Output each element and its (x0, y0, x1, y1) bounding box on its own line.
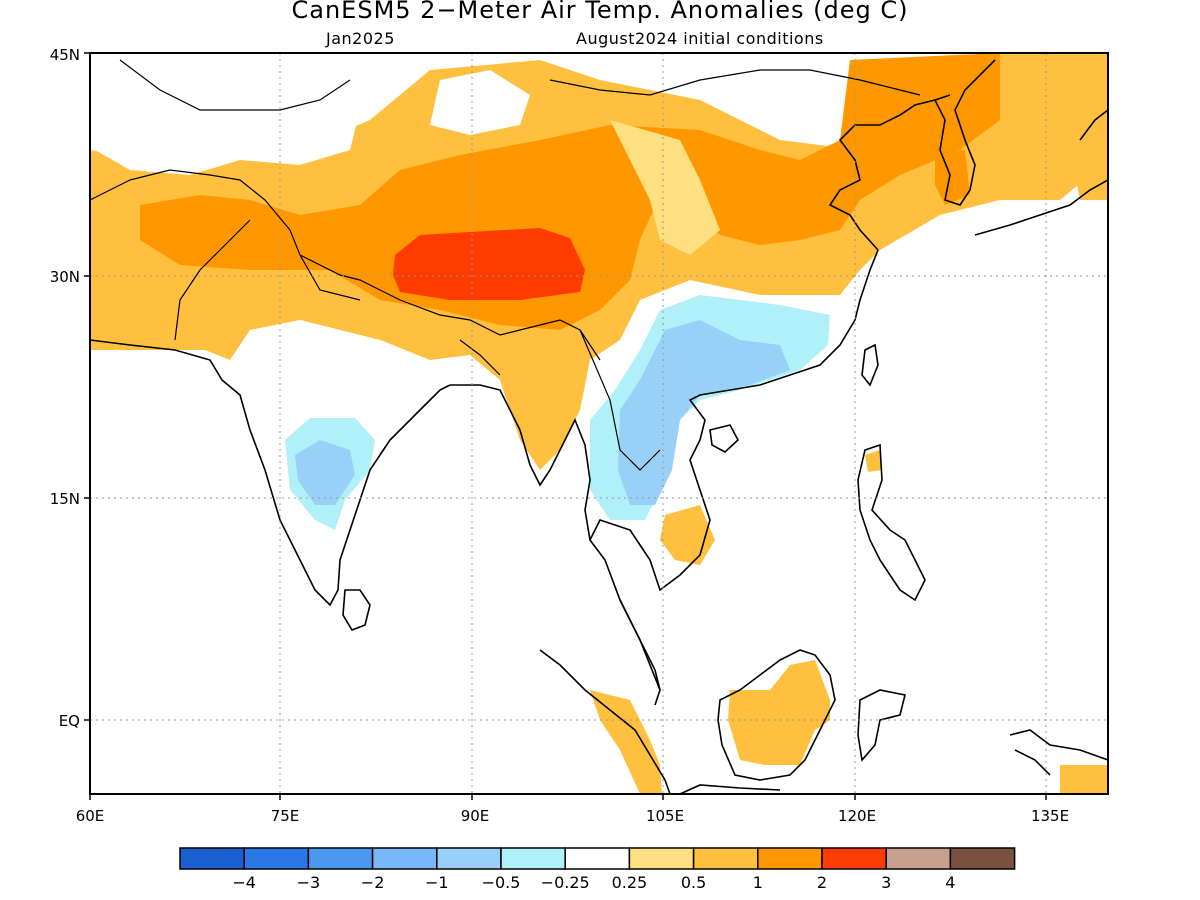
colorbar-swatch (371, 847, 438, 870)
graticule (90, 53, 1108, 794)
anomaly-region-neutral-north (95, 80, 360, 175)
anomaly-region-india-blue (295, 440, 355, 505)
philippines-coast (857, 443, 926, 602)
anomaly-region-png (1060, 765, 1108, 794)
colorbar-tick-label: 1 (753, 873, 763, 892)
colorbar-labels: −4 −3 −2 −1 −0.5 −0.25 0.25 0.5 1 2 3 4 (232, 873, 955, 892)
colorbar-tick-label: 4 (945, 873, 955, 892)
colorbar-swatch (692, 847, 759, 870)
colorbar-swatch (821, 847, 887, 870)
anomaly-region-neutral-north2 (430, 70, 530, 135)
taiwan-coast (861, 343, 879, 387)
initial-conditions: August2024 initial conditions (576, 29, 824, 48)
sulawesi-coast (857, 689, 906, 762)
colorbar-tick-label: −1 (425, 873, 449, 892)
colorbar-tick-label: −2 (361, 873, 385, 892)
anomaly-region-blue (618, 320, 790, 505)
forecast-month: Jan2025 (326, 29, 395, 48)
lon-label-135e: 135E (1031, 807, 1069, 825)
japan-coast (974, 109, 1108, 236)
borders (90, 59, 921, 471)
colorbar-tick-label: −3 (297, 873, 321, 892)
newguinea-coast (1009, 729, 1108, 776)
anomaly-region-korea (935, 150, 970, 205)
colorbar-swatch (179, 847, 245, 870)
colorbar-tick-label: 2 (817, 873, 827, 892)
lon-label-60e: 60E (76, 807, 105, 825)
map-frame (89, 52, 1109, 795)
srilanka-coast (342, 589, 371, 631)
lat-label-45n: 45N (50, 46, 80, 64)
anomaly-region-philippines (865, 450, 882, 472)
lon-label-120e: 120E (838, 807, 876, 825)
anomaly-region-borneo (728, 660, 830, 765)
colorbar-tick-label: −4 (232, 873, 256, 892)
lat-labels: 45N 30N 15N EQ (50, 46, 80, 730)
hainan-coast (709, 424, 739, 453)
lon-label-105e: 105E (646, 807, 684, 825)
colorbar (179, 847, 1016, 870)
colorbar-swatch (564, 847, 631, 870)
anomaly-region-red (393, 228, 585, 300)
lon-labels: 60E 75E 90E 105E 120E 135E (76, 807, 1069, 825)
india-coast (90, 339, 451, 607)
colorbar-tick-label: −0.5 (482, 873, 521, 892)
china-east-coast (828, 94, 951, 251)
indochina-coast (589, 249, 879, 592)
lat-label-15n: 15N (50, 490, 80, 508)
malaya-coast (619, 599, 661, 691)
java-coast (679, 784, 781, 794)
colorbar-swatch (757, 847, 823, 870)
anomaly-field (90, 53, 1108, 794)
lon-label-90e: 90E (461, 807, 490, 825)
anomaly-region-neutral-india (90, 285, 1108, 794)
colorbar-swatch (949, 847, 1016, 870)
colorbar-swatch (307, 847, 374, 870)
lon-label-75e: 75E (271, 807, 300, 825)
colorbar-swatch (243, 847, 310, 870)
colorbar-tick-label: 0.5 (681, 873, 706, 892)
axis-ticks (84, 52, 1047, 800)
colorbar-swatch (885, 847, 952, 870)
borneo-coast (717, 649, 836, 781)
colorbar-tick-label: −0.25 (541, 873, 590, 892)
anomaly-region-sumatra (590, 690, 662, 794)
lat-label-30n: 30N (50, 268, 80, 286)
colorbar-tick-label: 3 (881, 873, 891, 892)
map-title: CanESM5 2−Meter Air Temp. Anomalies (deg… (291, 0, 909, 24)
colorbar-tick-label: 0.25 (612, 873, 648, 892)
colorbar-swatch (436, 847, 502, 870)
coastlines (90, 59, 1108, 794)
anomaly-region-orange (140, 53, 1000, 330)
lat-label-eq: EQ (59, 712, 80, 730)
colorbar-swatch (500, 847, 566, 870)
sumatra-coast (539, 649, 671, 794)
korea-coast (934, 59, 996, 206)
anomaly-region-yellow (610, 120, 720, 255)
anomaly-region-korea-japan (1075, 160, 1108, 200)
colorbar-swatch (628, 847, 695, 870)
